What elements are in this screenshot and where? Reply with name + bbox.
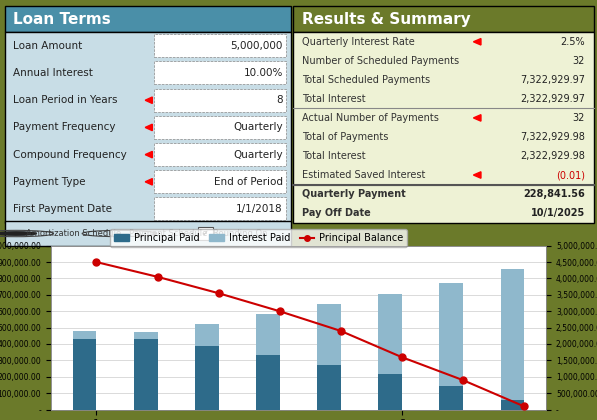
FancyBboxPatch shape [5, 6, 291, 32]
Text: Number of Scheduled Payments: Number of Scheduled Payments [301, 56, 458, 66]
FancyBboxPatch shape [154, 197, 285, 220]
Text: Actual Number of Payments: Actual Number of Payments [301, 113, 438, 123]
Text: Total Interest: Total Interest [301, 94, 365, 104]
Bar [378, 294, 402, 374]
Text: Total Interest: Total Interest [301, 151, 365, 161]
Text: 2,322,929.97: 2,322,929.97 [520, 94, 585, 104]
Text: 1/1/2018: 1/1/2018 [236, 204, 283, 214]
Polygon shape [145, 178, 152, 185]
FancyBboxPatch shape [5, 32, 291, 223]
Text: 2,322,929.98: 2,322,929.98 [520, 151, 585, 161]
Bar [318, 365, 341, 410]
Bar [439, 283, 463, 386]
Text: 2.5%: 2.5% [561, 37, 585, 47]
Principal Balance [154, 274, 161, 279]
Text: 8: 8 [276, 95, 283, 105]
Bar [195, 346, 219, 410]
Text: 10/1/2025: 10/1/2025 [531, 208, 585, 218]
Text: Annual Interest: Annual Interest [13, 68, 93, 78]
Bar [134, 339, 158, 410]
Text: Quarterly: Quarterly [233, 122, 283, 132]
FancyBboxPatch shape [154, 143, 285, 166]
Bar [318, 304, 341, 365]
Text: Rounding On: Rounding On [213, 229, 267, 238]
Bar [73, 331, 97, 339]
Principal Balance [276, 309, 283, 314]
FancyBboxPatch shape [293, 32, 594, 223]
Bar [256, 315, 279, 355]
FancyBboxPatch shape [154, 116, 285, 139]
Text: Payment Schedule: Payment Schedule [130, 229, 208, 238]
FancyBboxPatch shape [154, 61, 285, 84]
Legend: Principal Paid, Interest Paid, Principal Balance: Principal Paid, Interest Paid, Principal… [110, 229, 407, 247]
FancyBboxPatch shape [154, 89, 285, 112]
Text: Quarterly: Quarterly [233, 150, 283, 160]
Polygon shape [145, 124, 152, 131]
Principal Balance [459, 378, 466, 383]
Bar [439, 386, 463, 410]
Text: Estimated Saved Interest: Estimated Saved Interest [301, 170, 425, 180]
Bar [378, 374, 402, 410]
Principal Balance [215, 291, 222, 296]
Text: 10.00%: 10.00% [244, 68, 283, 78]
Text: Loan Period in Years: Loan Period in Years [13, 95, 118, 105]
Text: 5,000,000: 5,000,000 [230, 41, 283, 51]
Polygon shape [145, 151, 152, 158]
Text: Loan Terms: Loan Terms [13, 12, 111, 27]
Text: 228,841.56: 228,841.56 [523, 189, 585, 199]
Polygon shape [473, 39, 481, 45]
Text: 7,322,929.98: 7,322,929.98 [520, 132, 585, 142]
Principal Balance [398, 354, 405, 360]
Text: Total of Payments: Total of Payments [301, 132, 388, 142]
Text: Payment Type: Payment Type [13, 177, 86, 187]
Bar [73, 339, 97, 410]
Text: End of Period: End of Period [214, 177, 283, 187]
Principal Balance [93, 260, 100, 265]
Bar [256, 355, 279, 410]
Text: Total Scheduled Payments: Total Scheduled Payments [301, 75, 430, 85]
Text: (0.01): (0.01) [556, 170, 585, 180]
Text: First Payment Date: First Payment Date [13, 204, 112, 214]
Principal Balance [337, 328, 344, 333]
Text: 32: 32 [573, 56, 585, 66]
Text: Results & Summary: Results & Summary [301, 12, 470, 27]
Text: Compound Frequency: Compound Frequency [13, 150, 127, 160]
Text: 7,322,929.97: 7,322,929.97 [520, 75, 585, 85]
Bar [500, 270, 524, 401]
Polygon shape [145, 97, 152, 103]
FancyBboxPatch shape [154, 34, 285, 57]
Text: ✓: ✓ [202, 229, 209, 238]
Circle shape [0, 232, 36, 235]
Text: Loan Amount: Loan Amount [13, 41, 82, 51]
Text: 32: 32 [573, 113, 585, 123]
Polygon shape [473, 172, 481, 178]
FancyBboxPatch shape [293, 6, 594, 32]
Bar [134, 332, 158, 339]
Line: Principal Balance: Principal Balance [93, 259, 527, 410]
Text: Amortization Schedule: Amortization Schedule [26, 229, 122, 238]
Bar [500, 401, 524, 410]
FancyBboxPatch shape [198, 228, 213, 239]
Polygon shape [473, 115, 481, 121]
FancyBboxPatch shape [5, 221, 291, 246]
Bar [195, 323, 219, 346]
Text: Quarterly Payment: Quarterly Payment [301, 189, 405, 199]
FancyBboxPatch shape [154, 170, 285, 193]
Text: Pay Off Date: Pay Off Date [301, 208, 370, 218]
Principal Balance [520, 404, 527, 409]
Text: Quarterly Interest Rate: Quarterly Interest Rate [301, 37, 414, 47]
Text: Payment Frequency: Payment Frequency [13, 122, 116, 132]
